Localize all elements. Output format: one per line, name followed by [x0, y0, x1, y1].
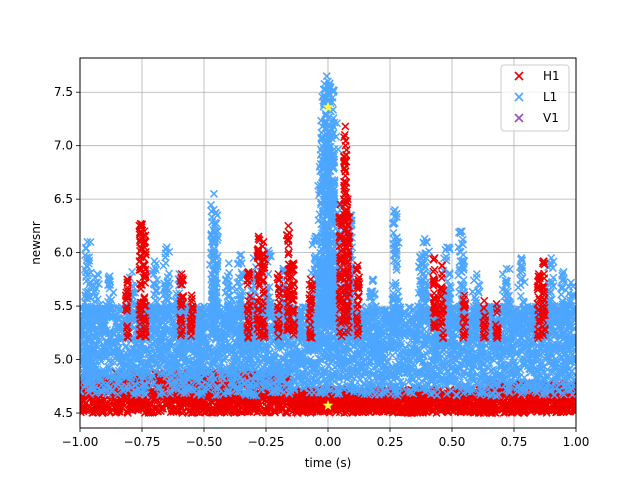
h1-point [104, 407, 113, 416]
series-h1 [80, 368, 576, 418]
data-marks [80, 72, 576, 418]
